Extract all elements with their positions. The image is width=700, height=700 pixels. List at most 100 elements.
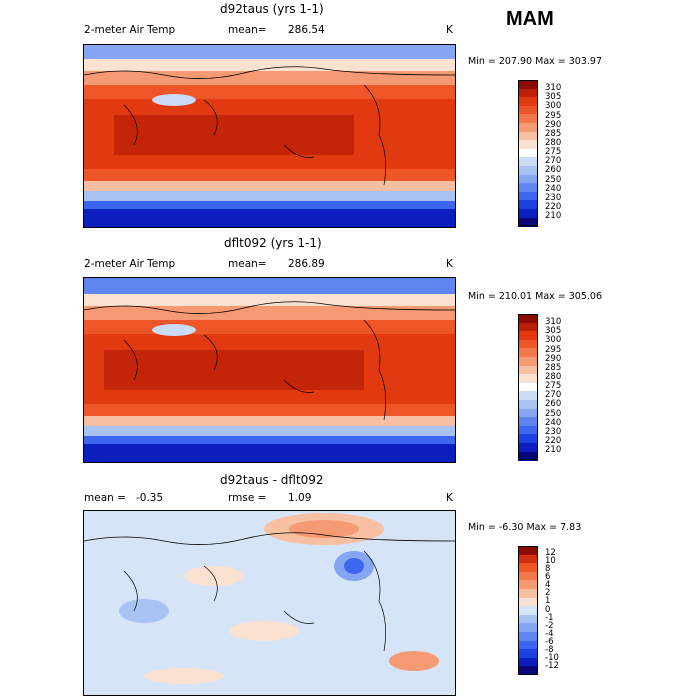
panel2-map-field [84,278,455,462]
colorbar-swatch [518,209,538,219]
colorbar-swatch [518,140,538,150]
colorbar-label: 300 [545,101,562,112]
colorbar-frame [518,314,538,461]
colorbar-label: 305 [545,92,562,103]
season-label: MAM [506,8,554,30]
panel1-mean-value: 286.54 [288,24,325,36]
colorbar-label: 250 [545,174,562,185]
panel1-minmax: Min = 207.90 Max = 303.97 [468,56,602,67]
colorbar-label: 290 [545,353,562,364]
colorbar-swatch [518,200,538,210]
panel2-units: K [446,258,453,270]
colorbar-label: 295 [545,344,562,355]
colorbar-label: 270 [545,156,562,167]
colorbar-label: 280 [545,371,562,382]
colorbar-swatch [518,666,538,676]
panel1-variable: 2-meter Air Temp [84,24,176,36]
colorbar-swatch [518,400,538,410]
colorbar-label: 8 [545,564,551,575]
colorbar-label: -10 [545,652,559,663]
colorbar-swatch [518,623,538,633]
panel1-map-field [84,45,455,227]
panel2-mean-label: mean= [228,258,267,270]
colorbar-label: 285 [545,128,562,139]
panel1-map [83,44,456,228]
colorbar-swatch [518,322,538,332]
colorbar-swatch [518,105,538,115]
colorbar-label: 270 [545,390,562,401]
colorbar-swatch [518,382,538,392]
colorbar-swatch [518,114,538,124]
colorbar-label: 0 [545,604,551,615]
colorbar-label: 4 [545,580,551,591]
colorbar-swatch [518,451,538,461]
colorbar-label: 220 [545,435,562,446]
colorbar-swatch [518,123,538,133]
colorbar-swatch [518,417,538,427]
colorbar-swatch [518,563,538,573]
colorbar-label: 290 [545,119,562,130]
panel3-map [83,510,456,696]
colorbar-swatch [518,157,538,167]
panel3-units: K [446,492,453,504]
colorbar-swatch [518,331,538,341]
colorbar-swatch [518,657,538,667]
colorbar-label: 305 [545,326,562,337]
colorbar-label: -2 [545,620,554,631]
colorbar-label: 230 [545,192,562,203]
colorbar-swatch [518,80,538,90]
panel3-rmse-value: 1.09 [288,492,312,504]
colorbar-swatch [518,191,538,201]
colorbar-swatch [518,183,538,193]
colorbar-swatch [518,640,538,650]
colorbar-swatch [518,614,538,624]
colorbar-frame [518,546,538,675]
colorbar-label: 300 [545,335,562,346]
colorbar-label: 6 [545,572,551,583]
colorbar-swatch [518,166,538,176]
panel2-variable: 2-meter Air Temp [84,258,176,270]
colorbar-swatch [518,554,538,564]
colorbar-swatch [518,365,538,375]
colorbar-swatch [518,408,538,418]
colorbar-swatch [518,217,538,227]
colorbar-label: 10 [545,556,556,567]
colorbar-label: 230 [545,426,562,437]
colorbar-label: 275 [545,381,562,392]
colorbar-label: 310 [545,317,562,328]
colorbar-swatch [518,649,538,659]
colorbar-swatch [518,443,538,453]
colorbar-label: -4 [545,628,554,639]
panel2-minmax: Min = 210.01 Max = 305.06 [468,291,602,302]
colorbar-swatch [518,589,538,599]
colorbar-label: 1 [545,596,551,607]
panel1-units: K [446,24,453,36]
colorbar-label: 240 [545,183,562,194]
colorbar-swatch [518,88,538,98]
colorbar-label: 295 [545,110,562,121]
colorbar-label: 250 [545,408,562,419]
colorbar-swatch [518,97,538,107]
colorbar-swatch [518,546,538,556]
colorbar-label: 280 [545,137,562,148]
colorbar-swatch [518,434,538,444]
panel3-title: d92taus - dflt092 [220,473,324,487]
colorbar-label: 260 [545,399,562,410]
colorbar-swatch [518,571,538,581]
colorbar-swatch [518,348,538,358]
colorbar-swatch [518,580,538,590]
colorbar-label: 220 [545,201,562,212]
colorbar-label: 210 [545,445,562,456]
colorbar-swatch [518,606,538,616]
colorbar-swatch [518,632,538,642]
panel2-mean-value: 286.89 [288,258,325,270]
colorbar-label: -6 [545,636,554,647]
colorbar-label: 240 [545,417,562,428]
panel2-title: dflt092 (yrs 1-1) [224,236,322,250]
panel3-mean-value: -0.35 [136,492,164,504]
panel2-map [83,277,456,463]
colorbar-label: -8 [545,644,554,655]
colorbar-swatch [518,391,538,401]
colorbar-label: 285 [545,362,562,373]
panel1-mean-label: mean= [228,24,267,36]
